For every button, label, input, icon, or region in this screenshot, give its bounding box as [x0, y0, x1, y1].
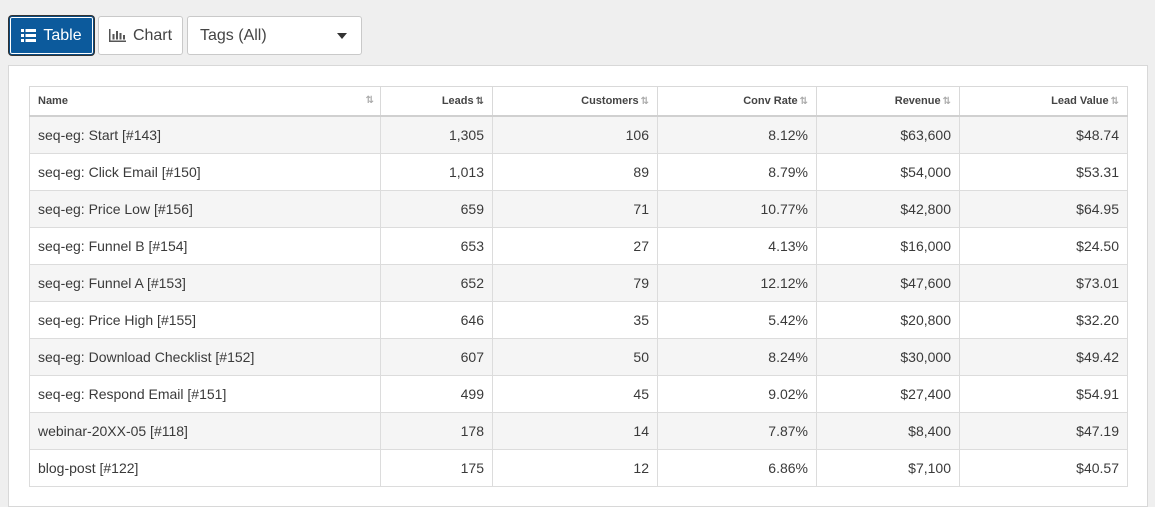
- cell-customers: 89: [492, 153, 658, 191]
- table-view-button[interactable]: Table: [9, 16, 94, 55]
- cell-lead-value: $53.31: [959, 153, 1128, 191]
- table-body: seq-eg: Start [#143] 1,305 106 8.12% $63,600…: [29, 115, 1128, 487]
- cell-revenue: $16,000: [816, 227, 960, 265]
- table-row[interactable]: seq-eg: Price Low [#156] 659 71 10.77% $42,8…: [29, 190, 1128, 228]
- cell-name: seq-eg: Price High [#155]: [29, 301, 381, 339]
- column-header-lead-value[interactable]: Lead Value ⇅: [959, 86, 1128, 117]
- sort-icon: ⇅: [640, 96, 649, 107]
- cell-customers: 35: [492, 301, 658, 339]
- cell-conv-rate: 8.24%: [657, 338, 817, 376]
- cell-revenue: $63,600: [816, 115, 960, 154]
- cell-conv-rate: 4.13%: [657, 227, 817, 265]
- cell-conv-rate: 5.42%: [657, 301, 817, 339]
- cell-leads: 178: [380, 412, 493, 450]
- cell-name: seq-eg: Download Checklist [#152]: [29, 338, 381, 376]
- sort-icon: ⇅: [799, 96, 808, 107]
- table-row[interactable]: seq-eg: Start [#143] 1,305 106 8.12% $63,600…: [29, 115, 1128, 154]
- table-row[interactable]: seq-eg: Funnel B [#154] 653 27 4.13% $16,000…: [29, 227, 1128, 265]
- cell-name: seq-eg: Click Email [#150]: [29, 153, 381, 191]
- cell-name: webinar-20XX-05 [#118]: [29, 412, 381, 450]
- cell-name: seq-eg: Start [#143]: [29, 115, 381, 154]
- column-header-revenue[interactable]: Revenue ⇅: [816, 86, 960, 117]
- chart-view-button[interactable]: Chart: [98, 16, 183, 55]
- table-panel: Name ⇅ Leads ⇅ Customers ⇅ Conv Rate ⇅ Reven…: [8, 65, 1148, 507]
- column-header-customers[interactable]: Customers ⇅: [492, 86, 658, 117]
- cell-leads: 499: [380, 375, 493, 413]
- cell-name: seq-eg: Funnel B [#154]: [29, 227, 381, 265]
- view-toolbar: Table Chart Tags (All): [8, 16, 362, 55]
- cell-customers: 50: [492, 338, 658, 376]
- cell-revenue: $42,800: [816, 190, 960, 228]
- cell-name: blog-post [#122]: [29, 449, 381, 487]
- cell-name: seq-eg: Funnel A [#153]: [29, 264, 381, 302]
- cell-leads: 653: [380, 227, 493, 265]
- leads-table: Name ⇅ Leads ⇅ Customers ⇅ Conv Rate ⇅ Reven…: [29, 86, 1128, 487]
- cell-conv-rate: 8.12%: [657, 115, 817, 154]
- chart-view-label: Chart: [132, 26, 173, 44]
- cell-customers: 79: [492, 264, 658, 302]
- cell-customers: 27: [492, 227, 658, 265]
- cell-lead-value: $49.42: [959, 338, 1128, 376]
- cell-conv-rate: 9.02%: [657, 375, 817, 413]
- table-view-label: Table: [43, 26, 82, 44]
- cell-customers: 106: [492, 115, 658, 154]
- cell-leads: 646: [380, 301, 493, 339]
- cell-customers: 45: [492, 375, 658, 413]
- cell-conv-rate: 7.87%: [657, 412, 817, 450]
- cell-conv-rate: 12.12%: [657, 264, 817, 302]
- cell-lead-value: $40.57: [959, 449, 1128, 487]
- cell-leads: 659: [380, 190, 493, 228]
- cell-revenue: $54,000: [816, 153, 960, 191]
- cell-revenue: $47,600: [816, 264, 960, 302]
- cell-customers: 71: [492, 190, 658, 228]
- cell-leads: 1,305: [380, 115, 493, 154]
- cell-name: seq-eg: Price Low [#156]: [29, 190, 381, 228]
- table-row[interactable]: blog-post [#122] 175 12 6.86% $7,100 $40.57: [29, 449, 1128, 487]
- sort-desc-icon: ⇅: [475, 96, 484, 107]
- cell-lead-value: $54.91: [959, 375, 1128, 413]
- cell-revenue: $8,400: [816, 412, 960, 450]
- table-header-row: Name ⇅ Leads ⇅ Customers ⇅ Conv Rate ⇅ Reven…: [29, 86, 1128, 117]
- cell-name: seq-eg: Respond Email [#151]: [29, 375, 381, 413]
- tags-select-value: Tags (All): [200, 26, 267, 44]
- sort-icon: ⇅: [942, 96, 951, 107]
- tags-select[interactable]: Tags (All): [187, 16, 362, 55]
- cell-leads: 652: [380, 264, 493, 302]
- list-icon: [21, 29, 37, 42]
- cell-revenue: $20,800: [816, 301, 960, 339]
- cell-leads: 175: [380, 449, 493, 487]
- bar-chart-icon: [108, 29, 126, 42]
- cell-leads: 1,013: [380, 153, 493, 191]
- table-row[interactable]: webinar-20XX-05 [#118] 178 14 7.87% $8,400 $4…: [29, 412, 1128, 450]
- cell-revenue: $7,100: [816, 449, 960, 487]
- table-row[interactable]: seq-eg: Click Email [#150] 1,013 89 8.79% $5…: [29, 153, 1128, 191]
- column-header-leads[interactable]: Leads ⇅: [380, 86, 493, 117]
- cell-lead-value: $32.20: [959, 301, 1128, 339]
- column-header-name[interactable]: Name ⇅: [29, 86, 381, 117]
- cell-conv-rate: 8.79%: [657, 153, 817, 191]
- chevron-down-icon: [337, 32, 347, 39]
- cell-lead-value: $24.50: [959, 227, 1128, 265]
- table-row[interactable]: seq-eg: Respond Email [#151] 499 45 9.02% $2…: [29, 375, 1128, 413]
- cell-customers: 12: [492, 449, 658, 487]
- cell-conv-rate: 10.77%: [657, 190, 817, 228]
- cell-customers: 14: [492, 412, 658, 450]
- cell-revenue: $30,000: [816, 338, 960, 376]
- sort-icon: ⇅: [365, 95, 374, 106]
- table-row[interactable]: seq-eg: Funnel A [#153] 652 79 12.12% $47,60…: [29, 264, 1128, 302]
- table-row[interactable]: seq-eg: Price High [#155] 646 35 5.42% $20,8…: [29, 301, 1128, 339]
- cell-lead-value: $64.95: [959, 190, 1128, 228]
- column-header-conv-rate[interactable]: Conv Rate ⇅: [657, 86, 817, 117]
- cell-revenue: $27,400: [816, 375, 960, 413]
- cell-lead-value: $48.74: [959, 115, 1128, 154]
- cell-leads: 607: [380, 338, 493, 376]
- cell-lead-value: $47.19: [959, 412, 1128, 450]
- cell-conv-rate: 6.86%: [657, 449, 817, 487]
- sort-icon: ⇅: [1110, 96, 1119, 107]
- cell-lead-value: $73.01: [959, 264, 1128, 302]
- table-row[interactable]: seq-eg: Download Checklist [#152] 607 50 8.…: [29, 338, 1128, 376]
